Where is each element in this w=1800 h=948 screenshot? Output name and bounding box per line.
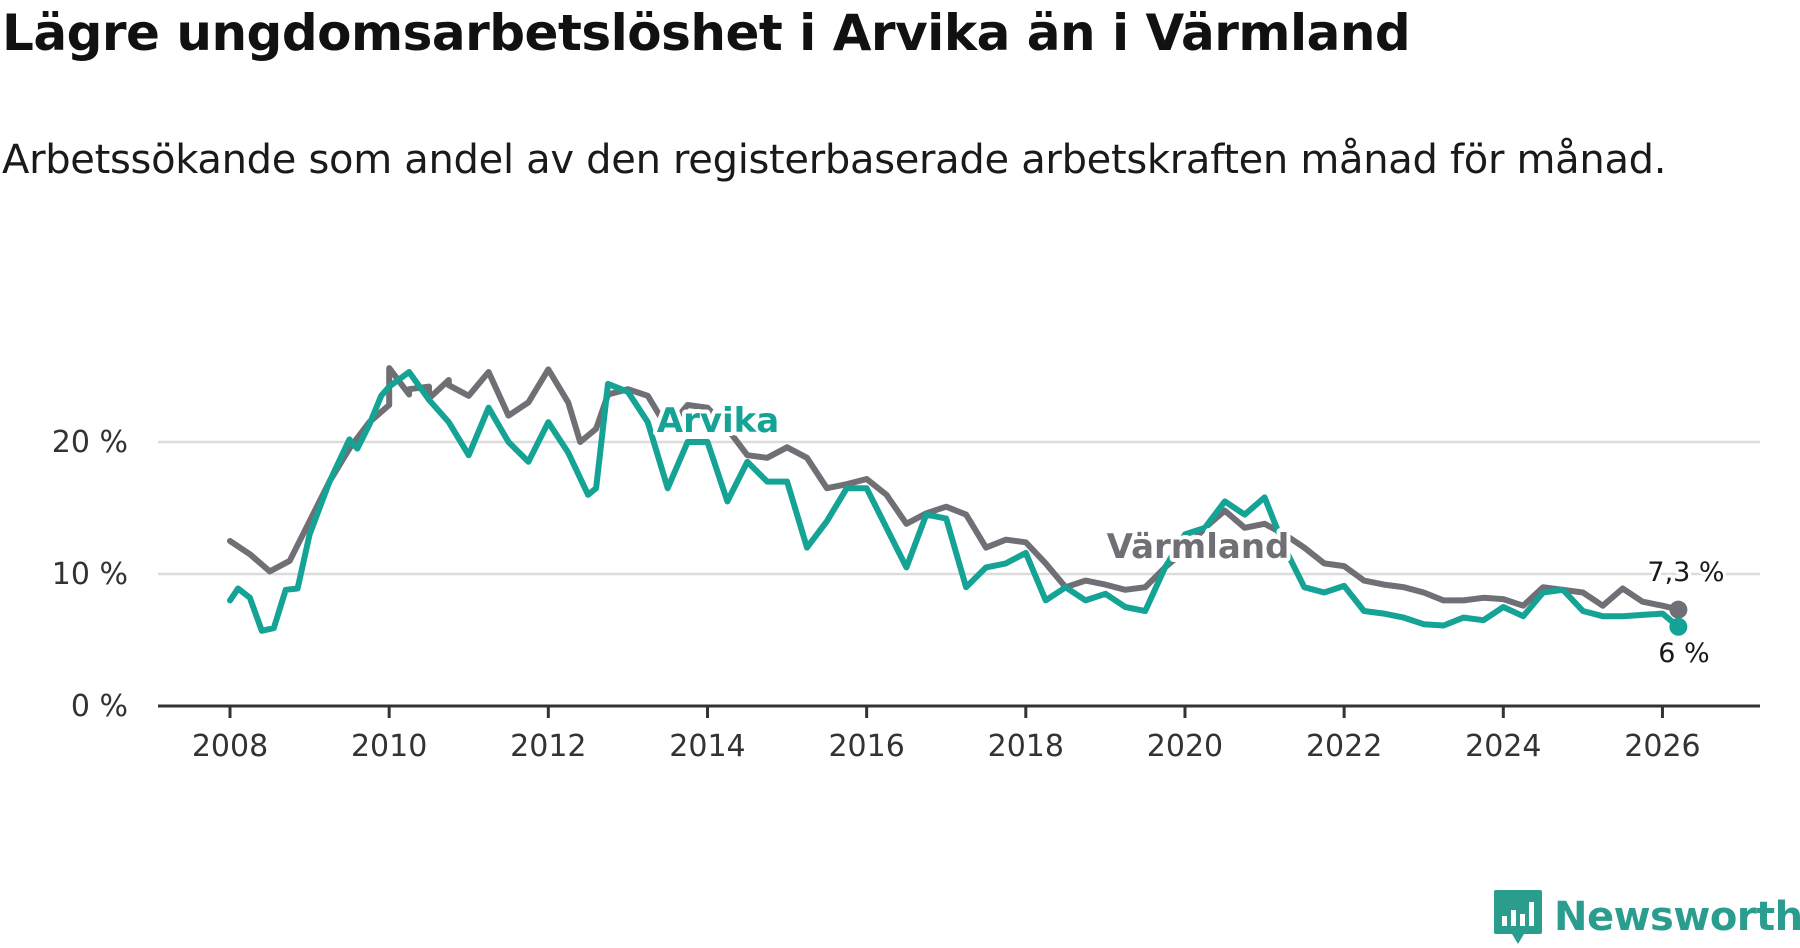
x-axis: 2008 2010 2012 2014 2016 2018 2020 2022 2024 2026: [158, 704, 1760, 764]
x-tick-label: 2016: [828, 729, 904, 764]
x-tick-label: 2008: [192, 729, 268, 764]
chart-title: Lägre ungdomsarbetslöshet i Arvika än i …: [2, 4, 1411, 62]
y-tick-label: 20 %: [52, 425, 128, 460]
gridlines: 0 % 10 % 20 %: [52, 425, 1760, 724]
brand-logo: Newsworthy: [1492, 888, 1800, 946]
x-tick-label: 2024: [1465, 729, 1541, 764]
end-point-arvika: [1669, 617, 1688, 636]
end-label-arvika: 6 %: [1658, 638, 1709, 669]
x-tick-label: 2012: [510, 729, 586, 764]
x-tick-label: 2020: [1147, 729, 1223, 764]
chart-subtitle: Arbetssökande som andel av den registerb…: [2, 137, 1667, 183]
end-point-varmland: [1669, 600, 1688, 619]
x-tick-label: 2026: [1624, 729, 1700, 764]
x-tick-label: 2018: [988, 729, 1064, 764]
series-label-arvika: Arvika: [657, 401, 779, 441]
y-tick-label: 0 %: [71, 689, 128, 724]
x-tick-label: 2022: [1306, 729, 1382, 764]
newsworthy-logo-icon: [1494, 890, 1542, 944]
end-label-varmland: 7,3 %: [1647, 557, 1724, 588]
x-tick-label: 2010: [351, 729, 427, 764]
series-line-arvika: [227, 369, 1682, 634]
series-labels: Arvika Värmland 7,3 % 6 %: [653, 397, 1728, 672]
brand-name: Newsworthy: [1554, 894, 1800, 940]
series-lines: [227, 365, 1688, 636]
series-label-varmland: Värmland: [1107, 527, 1290, 567]
x-tick-label: 2014: [669, 729, 745, 764]
y-tick-label: 10 %: [52, 557, 128, 592]
